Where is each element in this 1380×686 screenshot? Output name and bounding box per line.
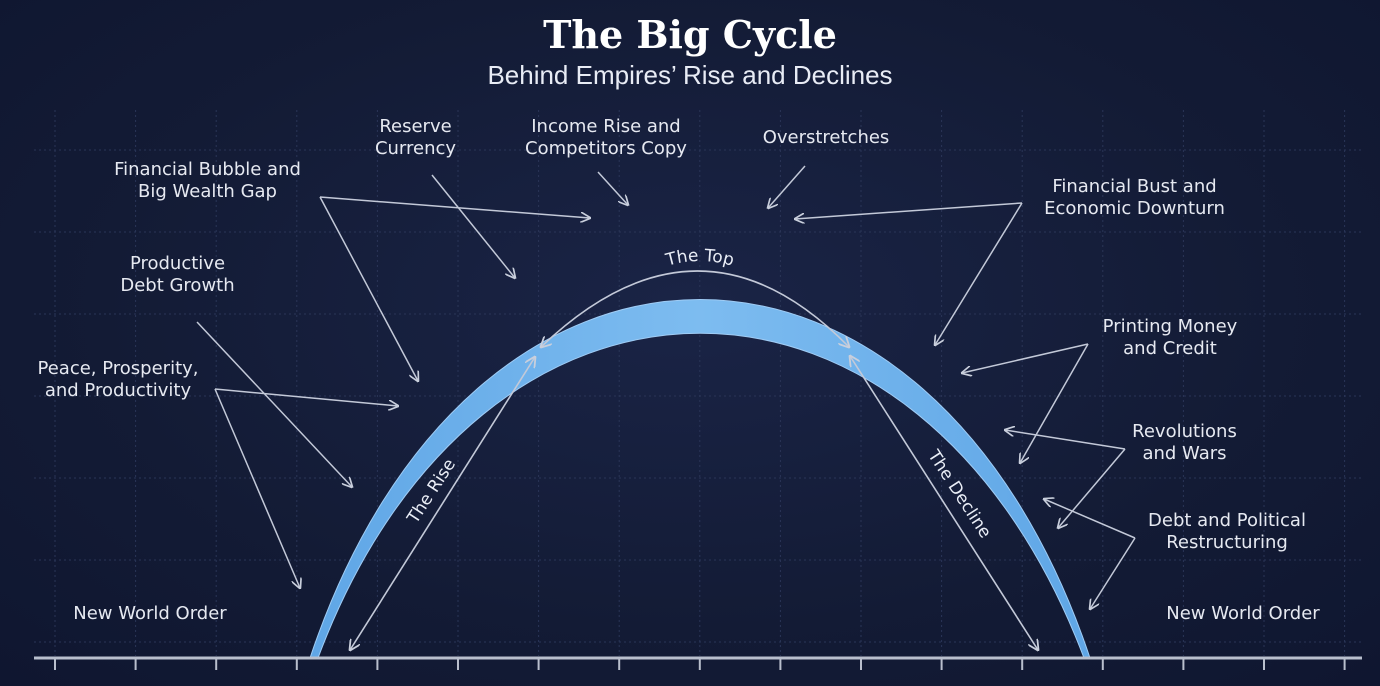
label-overstretches: Overstretches xyxy=(762,127,890,148)
diagram-title: The Big Cycle xyxy=(543,12,837,57)
label-printing-money: Printing Money and Credit xyxy=(1102,316,1238,359)
top-arrow xyxy=(541,270,849,347)
arrow-peace-2 xyxy=(214,388,300,588)
diagram-subtitle: Behind Empires’ Rise and Declines xyxy=(487,60,893,90)
arrow-revolutions-2 xyxy=(1058,448,1126,528)
label-productive-debt: Productive Debt Growth xyxy=(120,253,235,296)
phase-label-top: The Top xyxy=(663,246,736,271)
arrow-restructuring-2 xyxy=(1090,537,1136,609)
label-new-world-order-right: New World Order xyxy=(1166,603,1320,624)
timeline-ticks xyxy=(54,658,1346,670)
label-revolutions-wars: Revolutions and Wars xyxy=(1132,421,1237,464)
label-new-world-order-left: New World Order xyxy=(73,603,227,624)
arrow-bust-top xyxy=(795,202,1023,219)
background-grid xyxy=(34,110,1362,656)
annotation-arrows xyxy=(196,165,1136,609)
arrow-reserve-currency xyxy=(431,174,515,278)
rise-arrow xyxy=(350,357,535,650)
phase-arrows xyxy=(350,270,1038,650)
label-reserve-currency: Reserve Currency xyxy=(374,116,457,159)
decline-arrow xyxy=(850,356,1038,650)
label-financial-bust: Financial Bust and Economic Downturn xyxy=(1044,176,1225,219)
arrow-peace-1 xyxy=(214,388,398,406)
arrow-restructuring-1 xyxy=(1044,499,1136,539)
arrow-productive-debt xyxy=(196,321,352,487)
arrow-printing-money-2 xyxy=(1020,343,1089,463)
label-financial-bubble: Financial Bubble and Big Wealth Gap xyxy=(114,159,301,202)
label-peace-prosperity: Peace, Prosperity, and Productivity xyxy=(37,358,199,401)
arrow-bubble-rise xyxy=(319,196,418,381)
label-income-rise: Income Rise and Competitors Copy xyxy=(525,116,687,159)
arrow-overstretches xyxy=(768,165,806,208)
arrow-bust-decline xyxy=(935,202,1023,345)
label-debt-restructuring: Debt and Political Restructuring xyxy=(1148,510,1306,553)
arrow-income-rise xyxy=(597,171,628,205)
arrow-printing-money-1 xyxy=(962,343,1089,373)
arrow-bubble-top xyxy=(319,196,590,218)
arrow-revolutions-1 xyxy=(1005,430,1126,450)
